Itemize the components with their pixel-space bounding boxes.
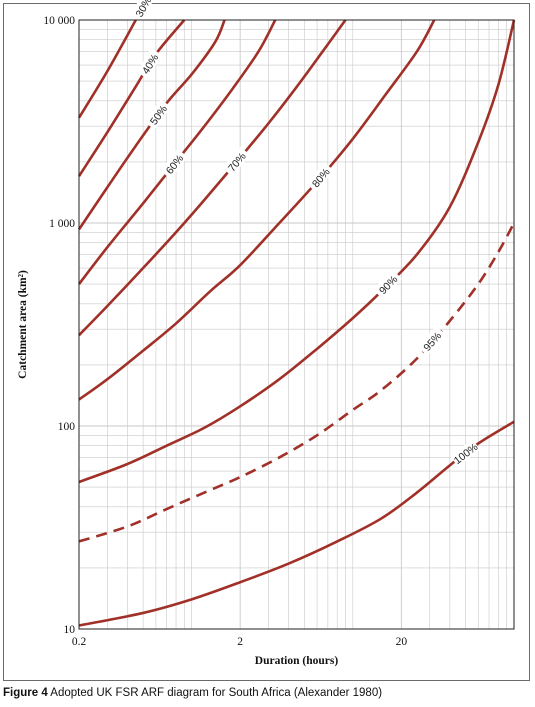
series-label-bg	[136, 48, 163, 79]
series-label-bg	[222, 146, 251, 177]
series-label-bg	[306, 162, 335, 193]
figure-frame	[3, 3, 530, 681]
x-tick-label: 20	[396, 636, 408, 648]
series-line-95pct	[78, 222, 516, 543]
series-line-70pct	[78, 19, 347, 337]
series-line-60pct	[77, 19, 277, 285]
series-lines	[77, 19, 516, 627]
figure-caption: Figure 4 Adopted UK FSR ARF diagram for …	[3, 687, 382, 699]
series-label-bg	[373, 269, 402, 299]
y-axis-label: Catchment area (km²)	[17, 270, 29, 379]
series-line-100pct	[78, 420, 515, 627]
plot-border	[78, 19, 515, 630]
tick-labels: 0.2 2 20 10 100 1 000 10 000	[43, 15, 407, 648]
series-line-90pct	[78, 19, 516, 484]
series-line-30pct	[77, 19, 137, 119]
y-tick-label: 1 000	[49, 218, 75, 230]
series-label-bg	[130, 0, 156, 22]
grid	[78, 19, 515, 630]
figure-caption-text: Adopted UK FSR ARF diagram for South Afr…	[50, 687, 383, 699]
series-label-bg	[417, 326, 446, 356]
series-labels: 30%40%50%60% 70%80%90%95%100%	[130, 0, 480, 467]
figure-label: Figure 4	[3, 687, 48, 699]
series-label-bg	[144, 99, 172, 130]
series-line-80pct	[78, 19, 436, 401]
series-line-40pct	[77, 19, 186, 177]
series-line-50pct	[77, 19, 226, 231]
series-label-bg	[160, 148, 188, 179]
y-tick-label: 100	[58, 421, 76, 433]
x-tick-label: 2	[237, 636, 243, 648]
series-label-bg	[450, 439, 481, 467]
y-tick-label: 10 000	[43, 15, 75, 27]
x-axis-label: Duration (hours)	[255, 655, 339, 667]
y-tick-label: 10	[64, 624, 76, 636]
x-tick-label: 0.2	[72, 636, 87, 648]
